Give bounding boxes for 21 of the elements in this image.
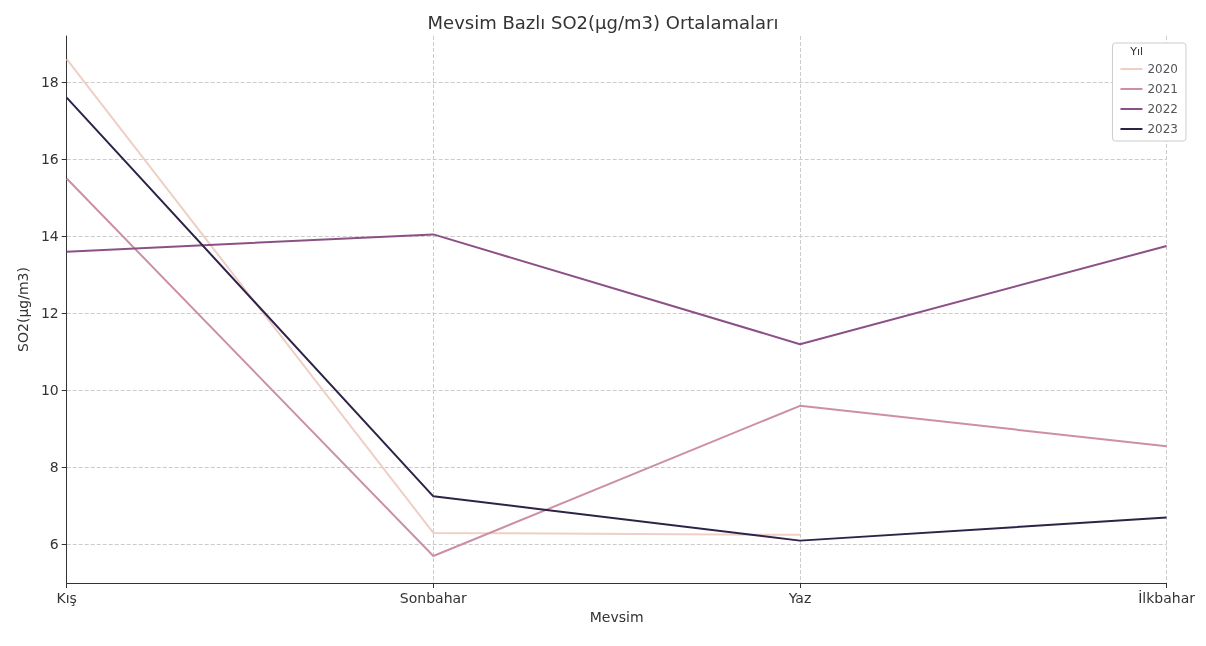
- chart-title: Mevsim Bazlı SO2(µg/m3) Ortalamaları: [427, 11, 779, 33]
- y-tick-label: 10: [40, 382, 59, 399]
- x-tick-label: Yaz: [787, 590, 812, 606]
- y-tick-label: 16: [40, 151, 59, 168]
- y-tick-label: 14: [40, 228, 59, 245]
- y-axis-title: SO2(µg/m3): [15, 267, 31, 352]
- y-tick-label: 6: [49, 536, 59, 553]
- legend-title: Yıl: [1129, 45, 1144, 58]
- legend-label: 2020: [1147, 62, 1179, 76]
- legend-label: 2021: [1147, 82, 1179, 96]
- legend-label: 2022: [1147, 102, 1179, 116]
- y-tick-label: 12: [40, 305, 59, 322]
- x-tick-label: Sonbahar: [399, 590, 468, 606]
- x-tick-label: İlkbahar: [1138, 589, 1196, 606]
- y-tick-label: 8: [49, 459, 59, 476]
- line-series: [65, 177, 1168, 558]
- y-tick-label: 18: [40, 74, 59, 91]
- x-axis-title: Mevsim: [589, 608, 644, 625]
- legend-label: 2023: [1147, 122, 1179, 136]
- line-series: [65, 233, 1168, 346]
- x-tick-label: Kış: [56, 590, 77, 606]
